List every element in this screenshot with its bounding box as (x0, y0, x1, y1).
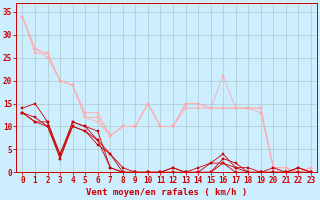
X-axis label: Vent moyen/en rafales ( km/h ): Vent moyen/en rafales ( km/h ) (86, 188, 247, 197)
